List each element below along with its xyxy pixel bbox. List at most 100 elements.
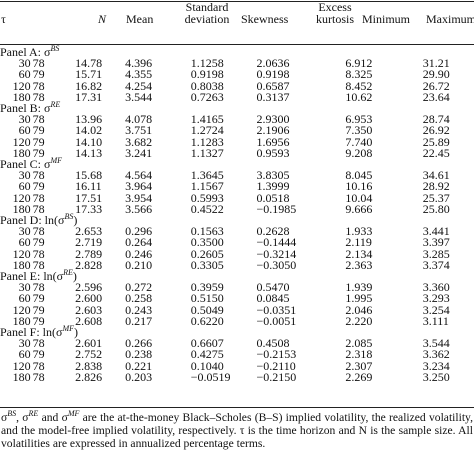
cell-kurtosis: −0.1444 <box>256 235 297 250</box>
cell-mean: 2.653 <box>75 224 103 239</box>
table-row: 120 78 17.51 3.954 0.5993 0.0518 10.04 25.37 <box>0 190 474 205</box>
table-row: 120 79 2.603 0.243 0.5049 −0.0351 2.046 3.254 <box>0 302 474 317</box>
cell-sd: 0.246 <box>125 246 153 261</box>
cell-maximum: 23.64 <box>422 89 450 104</box>
cell-kurtosis: −0.0051 <box>256 313 297 328</box>
cell-tau: 30 <box>18 56 31 71</box>
cell-mean: 15.71 <box>75 67 103 82</box>
table-row: 30 78 2.596 0.272 0.3959 0.5470 1.939 3.360 <box>0 280 474 295</box>
cell-maximum: 3.250 <box>422 369 450 384</box>
cell-sd: 0.266 <box>125 336 153 351</box>
cell-mean: 2.838 <box>75 358 103 373</box>
cell-minimum: 2.134 <box>345 246 373 261</box>
cell-sd: 0.210 <box>125 257 153 272</box>
panel-header-row: Panel B: σRE <box>0 101 474 115</box>
cell-skewness: 0.5993 <box>190 190 224 205</box>
cell-n: 78 <box>32 224 45 239</box>
header-n: N <box>98 12 107 26</box>
cell-n: 79 <box>32 347 45 362</box>
cell-minimum: 10.62 <box>345 89 373 104</box>
cell-sd: 0.238 <box>125 347 153 362</box>
cell-tau: 180 <box>12 89 31 104</box>
table-row: 180 78 2.826 0.203 −0.0519 −0.2150 2.269 3.250 <box>0 369 474 384</box>
cell-n: 78 <box>32 112 45 127</box>
cell-skewness: 1.1258 <box>190 56 224 71</box>
cell-maximum: 29.90 <box>422 67 450 82</box>
panel-label: Panel A: σBS <box>0 44 60 59</box>
cell-kurtosis: −0.2150 <box>256 369 297 384</box>
cell-maximum: 3.254 <box>422 302 450 317</box>
cell-minimum: 10.16 <box>345 179 373 194</box>
cell-n: 78 <box>32 89 45 104</box>
cell-mean: 17.51 <box>75 190 103 205</box>
header-tau: τ <box>1 12 6 26</box>
cell-mean: 2.601 <box>75 336 103 351</box>
cell-n: 78 <box>32 190 45 205</box>
cell-n: 79 <box>32 134 45 149</box>
cell-skewness: 0.8038 <box>190 78 224 93</box>
cell-kurtosis: 1.3999 <box>256 179 290 194</box>
cell-n: 78 <box>32 280 45 295</box>
cell-skewness: 0.1040 <box>190 358 224 373</box>
header-minimum: Minimum <box>362 12 411 26</box>
cell-minimum: 2.307 <box>345 358 373 373</box>
table-row: 120 79 14.10 3.682 1.1283 1.6956 7.740 25.89 <box>0 134 474 149</box>
cell-kurtosis: 0.0518 <box>256 190 290 205</box>
cell-maximum: 3.441 <box>422 224 450 239</box>
cell-n: 79 <box>32 67 45 82</box>
cell-n: 79 <box>32 291 45 306</box>
panel-label: Panel F: ln(σMF) <box>0 324 79 340</box>
cell-mean: 15.68 <box>75 168 103 183</box>
cell-tau: 30 <box>18 112 31 127</box>
cell-sd: 3.954 <box>125 190 153 205</box>
header-sd-line1: Standard <box>185 0 229 14</box>
cell-kurtosis: 0.9593 <box>256 145 290 160</box>
cell-kurtosis: 0.3137 <box>256 89 290 104</box>
cell-maximum: 25.80 <box>422 201 450 216</box>
cell-mean: 16.11 <box>75 179 102 194</box>
cell-mean: 17.31 <box>75 89 103 104</box>
cell-sd: 3.241 <box>125 145 153 160</box>
table-row: 120 78 2.838 0.221 0.1040 −0.2110 2.307 3.234 <box>0 358 474 373</box>
cell-skewness: 0.4275 <box>190 347 224 362</box>
cell-mean: 2.608 <box>75 313 103 328</box>
cell-minimum: 6.912 <box>345 56 373 71</box>
cell-mean: 14.02 <box>75 123 103 138</box>
cell-tau: 180 <box>12 201 31 216</box>
cell-kurtosis: 0.9198 <box>256 67 290 82</box>
cell-mean: 14.10 <box>75 134 103 149</box>
cell-minimum: 2.363 <box>345 257 373 272</box>
header-skewness: Skewness <box>241 12 289 26</box>
cell-maximum: 3.111 <box>422 313 449 328</box>
cell-maximum: 26.92 <box>422 123 450 138</box>
cell-n: 78 <box>32 56 45 71</box>
cell-maximum: 31.21 <box>422 56 450 71</box>
cell-mean: 2.600 <box>75 291 103 306</box>
cell-n: 79 <box>32 302 45 317</box>
cell-skewness: 0.9198 <box>190 67 224 82</box>
cell-skewness: 0.3305 <box>190 257 224 272</box>
header-rule <box>0 44 474 45</box>
cell-kurtosis: −0.2153 <box>256 347 297 362</box>
header-maximum: Maximum <box>426 12 474 26</box>
cell-n: 79 <box>32 123 45 138</box>
cell-maximum: 28.74 <box>422 112 450 127</box>
cell-skewness: 0.7263 <box>190 89 224 104</box>
table-row: 60 79 2.752 0.238 0.4275 −0.2153 2.318 3.362 <box>0 347 474 362</box>
top-rule <box>0 1 474 2</box>
cell-mean: 2.828 <box>75 257 103 272</box>
table-note: σBS, σRE and σMF are the at-the-money Bl… <box>1 409 473 450</box>
cell-skewness: 0.2605 <box>190 246 224 261</box>
header-excess-kurtosis: Excess kurtosis <box>302 1 368 25</box>
cell-n: 79 <box>32 145 45 160</box>
cell-tau: 60 <box>18 347 31 362</box>
cell-sd: 0.203 <box>125 369 153 384</box>
panel-label: Panel E: ln(σRE) <box>0 268 77 284</box>
cell-minimum: 10.04 <box>345 190 373 205</box>
table-row: 60 79 2.600 0.258 0.5150 0.0845 1.995 3.293 <box>0 291 474 306</box>
cell-minimum: 2.085 <box>345 336 373 351</box>
cell-kurtosis: −0.0351 <box>256 302 297 317</box>
cell-kurtosis: 0.2628 <box>256 224 290 239</box>
cell-skewness: 0.6220 <box>190 313 224 328</box>
cell-skewness: 1.3645 <box>190 168 224 183</box>
